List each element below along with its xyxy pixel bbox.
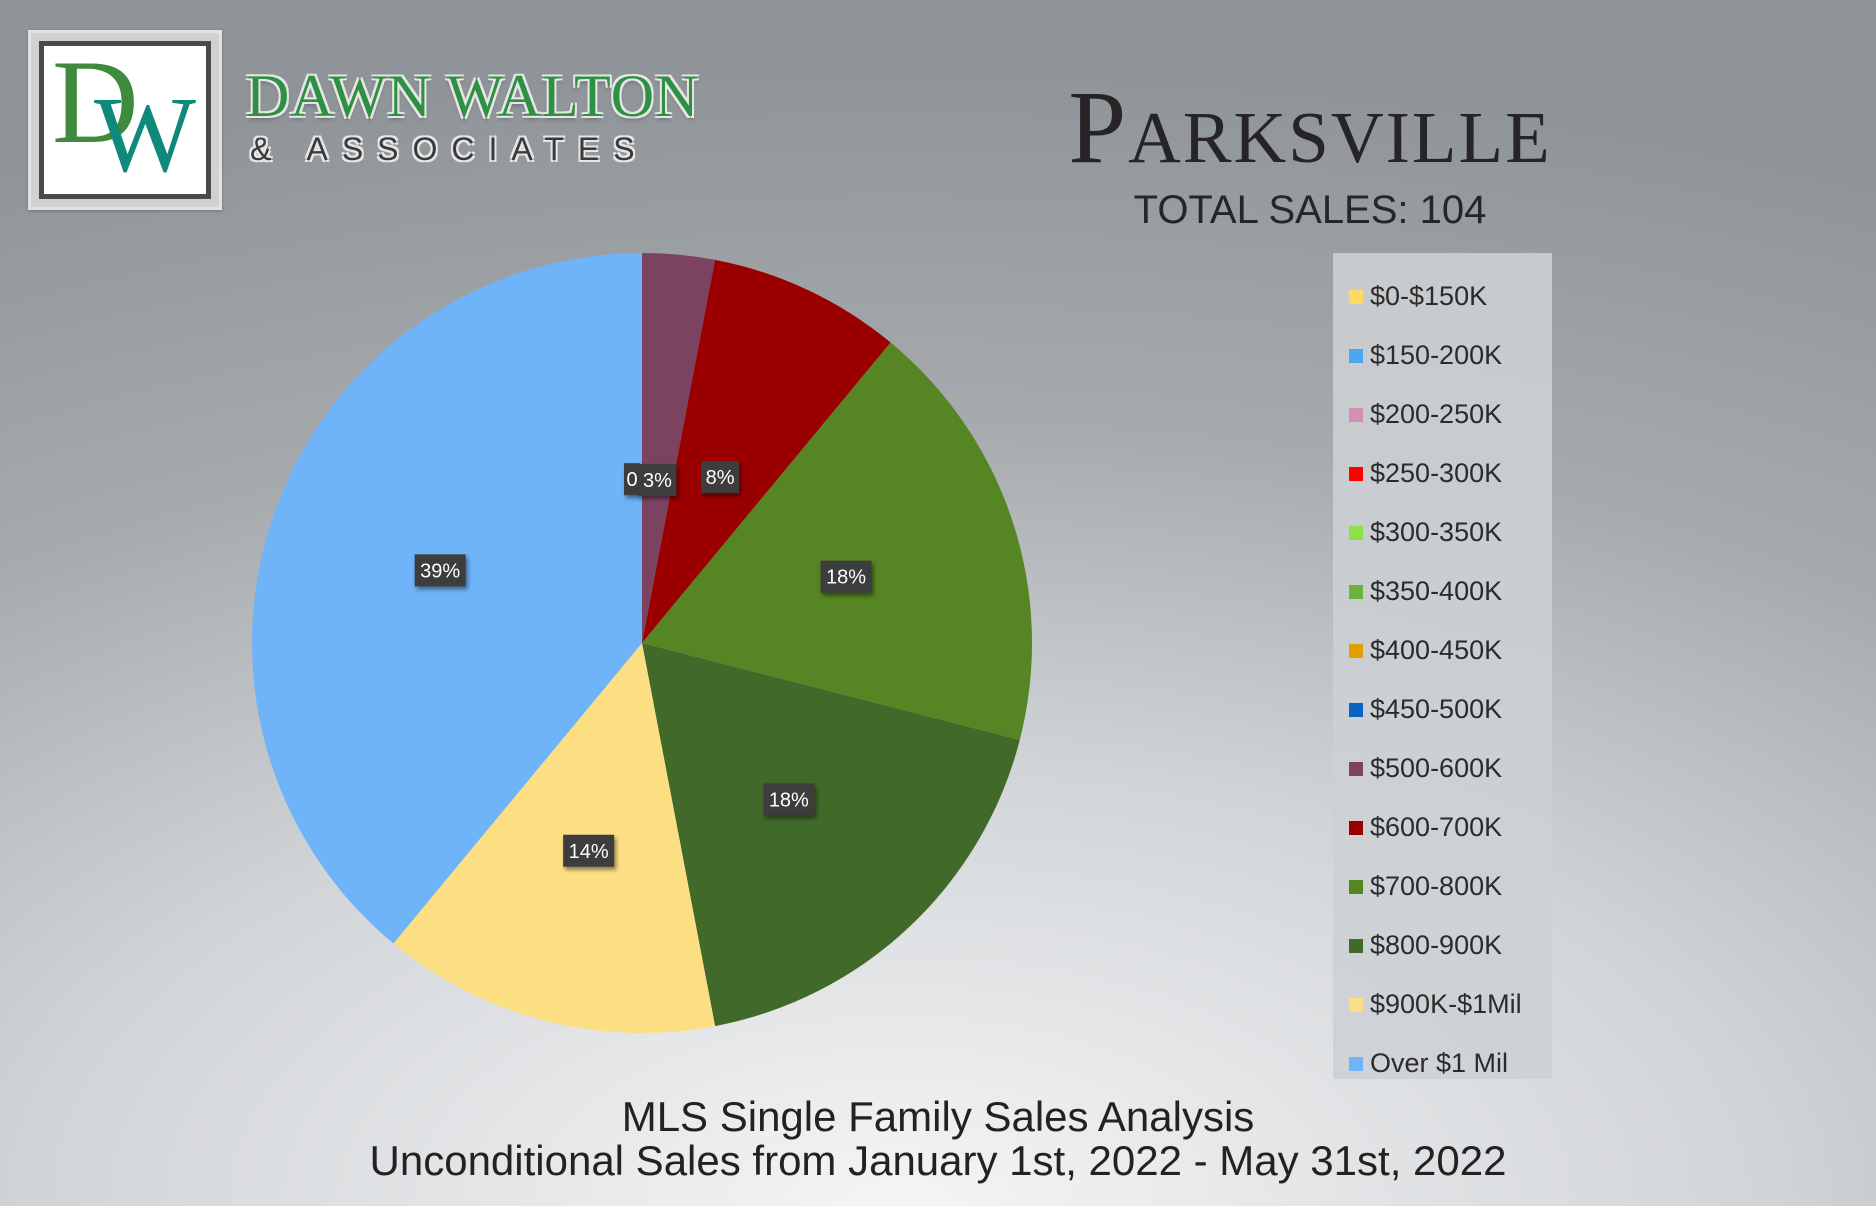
legend-label: $800-900K [1370, 930, 1503, 960]
legend-item-700-800k: $700-800K [1333, 857, 1552, 916]
chart-legend: $0-$150K $150-200K $200-250K $250-300K $300-… [1333, 253, 1552, 1079]
data-label-over-1-mil: 39% [414, 554, 466, 587]
legend-item-800-900k: $800-900K [1333, 916, 1552, 975]
data-label-box [638, 463, 677, 496]
pie-slice-500-600k [642, 253, 716, 643]
legend-item-400-450k: $400-450K [1333, 621, 1552, 680]
pie-slice-600-700k [642, 259, 891, 643]
legend-label: $200-250K [1370, 399, 1503, 429]
legend-swatch [1349, 289, 1363, 304]
legend-label: $0-$150K [1370, 281, 1488, 311]
data-label-text: 3% [643, 470, 672, 492]
data-label-box [763, 783, 815, 816]
data-label-600-700k: 8% [701, 461, 740, 494]
legend-swatch [1349, 761, 1363, 776]
data-label-box [563, 834, 615, 867]
data-label-450-500k: 0 [624, 463, 640, 496]
legend-swatch [1349, 938, 1363, 953]
legend-item-200-250k: $200-250K [1333, 385, 1552, 444]
legend-label: $250-300K [1370, 458, 1503, 488]
data-label-box [820, 560, 872, 593]
data-label-text: 8% [706, 467, 735, 489]
legend-swatch [1349, 584, 1363, 599]
legend-swatch [1349, 348, 1363, 363]
legend-swatch [1349, 525, 1363, 540]
legend-swatch [1349, 407, 1363, 422]
data-label-text: 14% [569, 841, 609, 863]
data-label-500-600k: 3% [638, 463, 677, 496]
brand-subtitle: & ASSOCIATES [250, 131, 649, 167]
legend-label: $500-600K [1370, 753, 1503, 783]
data-label-text: 18% [769, 789, 809, 811]
data-label-800-900k: 18% [763, 783, 815, 816]
legend-label: $450-500K [1370, 694, 1503, 724]
data-label-box [624, 463, 640, 496]
page-title: Parksville [1068, 70, 1552, 185]
pie-slice-900k-1mil [393, 643, 716, 1033]
chart-caption: MLS Single Family Sales Analysis [621, 1093, 1255, 1140]
legend-label: $600-700K [1370, 812, 1503, 842]
legend-label: $900K-$1Mil [1370, 989, 1522, 1019]
legend-swatch [1349, 702, 1363, 717]
legend-item-500-600k: $500-600K [1333, 739, 1552, 798]
data-label-text: 18% [826, 567, 866, 589]
total-sales: TOTAL SALES: 104 [1133, 188, 1487, 232]
legend-item-over-1-mil: Over $1 Mil [1333, 1034, 1552, 1093]
logo: D W [28, 30, 222, 210]
brand-name: DAWN WALTON [246, 63, 700, 129]
legend-item-300-350k: $300-350K [1333, 503, 1552, 562]
legend-label: $700-800K [1370, 871, 1503, 901]
legend-swatch [1349, 1056, 1363, 1071]
legend-label: $350-400K [1370, 576, 1503, 606]
data-label-text: 39% [420, 560, 460, 582]
legend-item-0-150k: $0-$150K [1333, 267, 1552, 326]
pie-slice-800-900k [642, 643, 1020, 1027]
logo-monogram: D W [39, 41, 211, 199]
legend-item-450-500k: $450-500K [1333, 680, 1552, 739]
legend-swatch [1349, 643, 1363, 658]
data-label-text: 0 [626, 469, 637, 491]
legend-item-150-200k: $150-200K [1333, 326, 1552, 385]
legend-item-250-300k: $250-300K [1333, 444, 1552, 503]
logo-letter-w: W [94, 76, 196, 195]
date-range-caption: Unconditional Sales from January 1st, 20… [369, 1137, 1507, 1184]
legend-swatch [1349, 820, 1363, 835]
legend-label: $400-450K [1370, 635, 1503, 665]
legend-swatch [1349, 466, 1363, 481]
legend-item-600-700k: $600-700K [1333, 798, 1552, 857]
legend-label: $150-200K [1370, 340, 1503, 370]
pie-slice-over-1-mil [251, 253, 642, 944]
legend-item-350-400k: $350-400K [1333, 562, 1552, 621]
legend-label: Over $1 Mil [1370, 1048, 1509, 1078]
legend-label: $300-350K [1370, 517, 1503, 547]
data-label-box [414, 554, 466, 587]
legend-item-900k-1mil: $900K-$1Mil [1333, 975, 1552, 1034]
data-label-900k-1mil: 14% [563, 834, 615, 867]
pie-slice-700-800k [642, 342, 1032, 740]
logo-letter-d: D [52, 41, 139, 168]
legend-swatch [1349, 879, 1363, 894]
legend-swatch [1349, 997, 1363, 1012]
data-label-700-800k: 18% [820, 560, 872, 593]
data-label-box [701, 461, 740, 494]
